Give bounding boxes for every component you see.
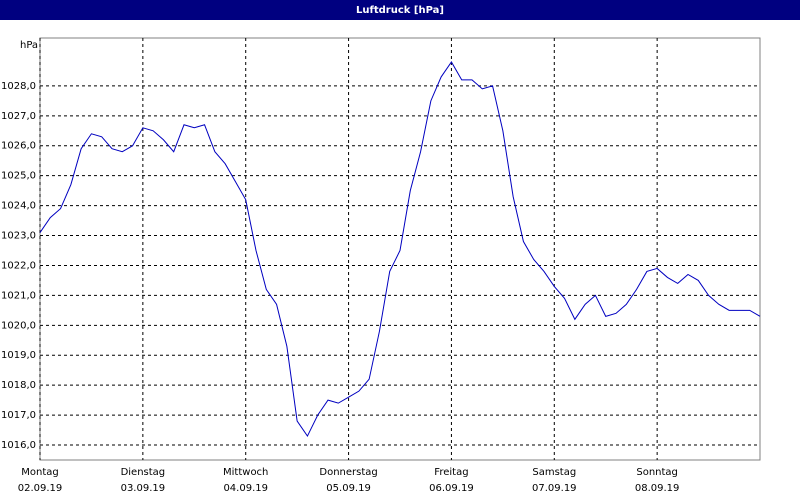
x-tick-date: 03.09.19	[121, 483, 166, 494]
x-tick-date: 08.09.19	[635, 483, 680, 494]
x-tick-date: 04.09.19	[223, 483, 268, 494]
line	[39, 61, 761, 438]
y-tick-label: 1020,0	[1, 320, 36, 331]
x-tick-label: Donnerstag	[319, 467, 377, 478]
x-tick-label: Mittwoch	[223, 467, 268, 478]
x-tick-date: 05.09.19	[326, 483, 371, 494]
x-tick-label: Dienstag	[121, 467, 166, 478]
y-tick-label: 1021,0	[1, 290, 36, 301]
y-axis-label: hPa	[20, 40, 38, 51]
y-tick-label: 1028,0	[1, 81, 36, 92]
x-tick-label: Freitag	[434, 467, 468, 478]
x-tick-date: 02.09.19	[18, 483, 63, 494]
y-tick-label: 1016,0	[1, 440, 36, 451]
chart-title: Luftdruck [hPa]	[356, 5, 444, 16]
y-tick-label: 1018,0	[1, 380, 36, 391]
y-tick-label: 1017,0	[1, 410, 36, 421]
y-tick-label: 1025,0	[1, 171, 36, 182]
x-tick-label: Montag	[21, 467, 58, 478]
x-tick-label: Sonntag	[636, 467, 678, 478]
x-tick-date: 06.09.19	[429, 483, 474, 494]
y-tick-label: 1027,0	[1, 111, 36, 122]
x-tick-date: 07.09.19	[532, 483, 577, 494]
y-tick-label: 1019,0	[1, 350, 36, 361]
x-tick-label: Samstag	[532, 467, 576, 478]
y-tick-label: 1026,0	[1, 141, 36, 152]
y-tick-label: 1024,0	[1, 201, 36, 212]
y-tick-label: 1022,0	[1, 260, 36, 271]
y-tick-label: 1023,0	[1, 231, 36, 242]
title-bar	[0, 0, 800, 20]
